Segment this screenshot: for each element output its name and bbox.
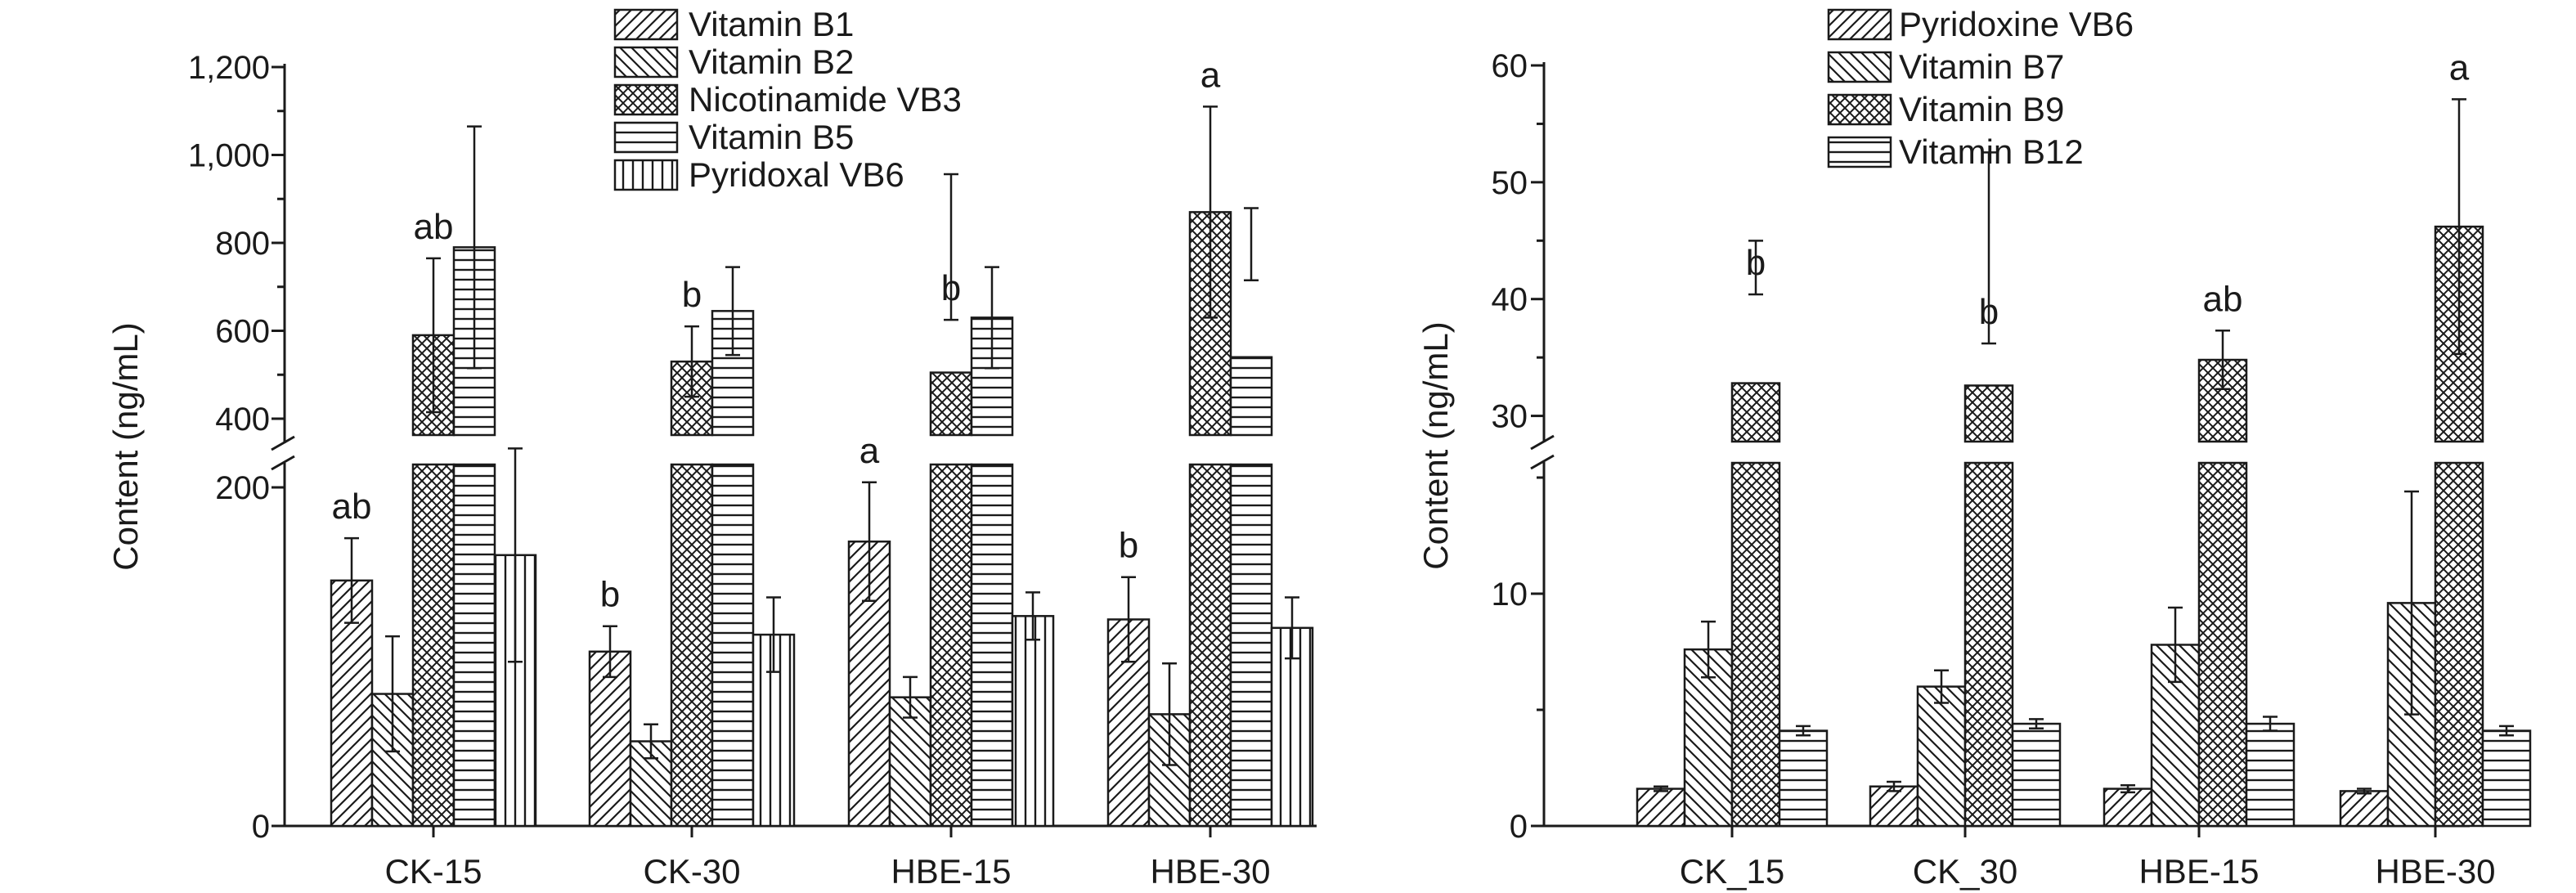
- bar-vitamin-b5-hbe-30-lower: [1229, 463, 1273, 828]
- bar-vitamin-b12-hbe-15: [2245, 722, 2296, 828]
- x-category-label: HBE-30: [1150, 852, 1270, 891]
- y-tick-label: 50: [1492, 165, 1528, 201]
- bar-nicotinamide-vb3-ck-30-lower: [670, 463, 714, 828]
- bar-pyridoxine-vb6-hbe-30: [2339, 790, 2390, 828]
- y-tick-label: 200: [215, 470, 270, 506]
- bar-vitamin-b9-ck-30-lower: [1963, 461, 2014, 828]
- legend-label-vitamin-b7: Vitamin B7: [1899, 47, 2064, 86]
- bar-vitamin-b9-hbe-15-lower: [2197, 461, 2248, 828]
- bar-vitamin-b5-hbe-30: [1229, 356, 1273, 437]
- left-bar-chart: 0 200 400 600 800 1,000 1,200 Content (ng/mL) CK…: [106, 5, 1317, 891]
- legend-swatch-pyridoxal-vb6: [613, 159, 679, 191]
- significance-label: b: [1979, 292, 1999, 332]
- legend-swatch-vitamin-b1: [613, 8, 679, 41]
- bar-vitamin-b5-ck-15-lower: [452, 463, 496, 828]
- y-tick-label: 30: [1492, 399, 1528, 435]
- legend-swatch-pyridoxine-vb6: [1827, 8, 1892, 41]
- bar-pyridoxal-vb6-hbe-30: [1270, 626, 1314, 828]
- bar-vitamin-b5-hbe-15-lower: [970, 463, 1014, 828]
- x-category-label: CK-15: [384, 852, 482, 891]
- significance-label: ab: [332, 487, 372, 527]
- bar-vitamin-b9-ck-15: [1730, 382, 1781, 443]
- y-axis-break-mark: [271, 455, 295, 471]
- x-category-label: CK-30: [643, 852, 740, 891]
- y-tick-label: 600: [215, 314, 270, 350]
- bar-nicotinamide-vb3-hbe-15: [929, 371, 973, 437]
- y-axis-title: Content (ng/mL): [106, 322, 145, 570]
- significance-label: b: [682, 275, 702, 315]
- y-axis-break-mark: [271, 435, 295, 451]
- bar-vitamin-b9-hbe-30-lower: [2434, 461, 2484, 828]
- right-bar-chart: 0 10 30 40 50 60 Content (ng/mL) CK_15 b CK_30 b HB…: [1416, 5, 2532, 891]
- legend-label-vitamin-b5: Vitamin B5: [689, 118, 854, 156]
- significance-label: b: [600, 575, 620, 615]
- y-tick-label: 400: [215, 402, 270, 438]
- x-category-label: HBE-15: [891, 852, 1011, 891]
- y-axis-title: Content (ng/mL): [1416, 321, 1455, 569]
- y-tick-label: 60: [1492, 48, 1528, 84]
- bar-vitamin-b5-ck-30: [711, 310, 755, 437]
- y-axis-break-mark: [1530, 454, 1555, 470]
- bar-pyridoxine-vb6-hbe-15: [2103, 788, 2153, 828]
- legend-swatch-vitamin-b7: [1827, 51, 1892, 83]
- significance-label: a: [2449, 47, 2470, 88]
- y-tick-label: 40: [1492, 282, 1528, 318]
- y-axis-break-mark: [1530, 434, 1555, 451]
- legend-label-nicotinamide-vb3: Nicotinamide VB3: [689, 80, 962, 119]
- legend-label-pyridoxal-vb6: Pyridoxal VB6: [689, 155, 904, 194]
- significance-label: ab: [414, 207, 454, 247]
- x-category-label: CK_15: [1680, 852, 1784, 891]
- legend-swatch-vitamin-b2: [613, 46, 679, 79]
- significance-label: b: [1119, 526, 1138, 566]
- significance-label: a: [859, 431, 880, 471]
- bar-vitamin-b9-ck-15-lower: [1730, 461, 1781, 828]
- bar-pyridoxine-vb6-ck-15: [1636, 788, 1686, 828]
- bar-pyridoxine-vb6-ck-30: [1869, 785, 1919, 828]
- x-category-label: HBE-30: [2375, 852, 2495, 891]
- x-category-label: CK_30: [1913, 852, 2017, 891]
- bar-vitamin-b12-ck-15: [1778, 729, 1829, 828]
- legend-swatch-nicotinamide-vb3: [613, 83, 679, 116]
- y-tick-label: 1,200: [188, 50, 270, 86]
- y-tick-label: 0: [252, 809, 270, 845]
- bar-vitamin-b5-ck-30-lower: [711, 463, 755, 828]
- legend-swatch-vitamin-b5: [613, 121, 679, 154]
- bar-vitamin-b1-ck-30: [588, 650, 632, 828]
- legend-label-vitamin-b1: Vitamin B1: [689, 5, 854, 43]
- legend-swatch-vitamin-b9: [1827, 93, 1892, 126]
- x-category-label: HBE-15: [2138, 852, 2259, 891]
- y-tick-label: 10: [1492, 577, 1528, 613]
- legend-label-vitamin-b2: Vitamin B2: [689, 43, 854, 81]
- legend-swatch-vitamin-b12: [1827, 136, 1892, 168]
- bar-vitamin-b9-ck-30: [1963, 384, 2014, 443]
- bar-nicotinamide-vb3-ck-15-lower: [411, 463, 456, 828]
- significance-label: b: [941, 268, 961, 308]
- y-tick-label: 1,000: [188, 138, 270, 174]
- bar-pyridoxal-vb6-hbe-15: [1011, 615, 1055, 828]
- significance-label: a: [1200, 55, 1221, 95]
- bar-vitamin-b12-hbe-30: [2481, 729, 2532, 828]
- legend-label-vitamin-b12: Vitamin B12: [1899, 132, 2084, 171]
- legend-label-pyridoxine-vb6: Pyridoxine VB6: [1899, 5, 2134, 43]
- y-tick-label: 0: [1510, 809, 1528, 845]
- y-tick-label: 800: [215, 226, 270, 262]
- bar-vitamin-b7-ck-30: [1916, 685, 1967, 828]
- bar-vitamin-b12-ck-30: [2011, 722, 2062, 828]
- bar-nicotinamide-vb3-hbe-15-lower: [929, 463, 973, 828]
- significance-label: b: [1746, 243, 1766, 283]
- legend-label-vitamin-b9: Vitamin B9: [1899, 90, 2064, 128]
- significance-label: ab: [2203, 279, 2243, 319]
- bar-nicotinamide-vb3-hbe-30-lower: [1188, 463, 1232, 828]
